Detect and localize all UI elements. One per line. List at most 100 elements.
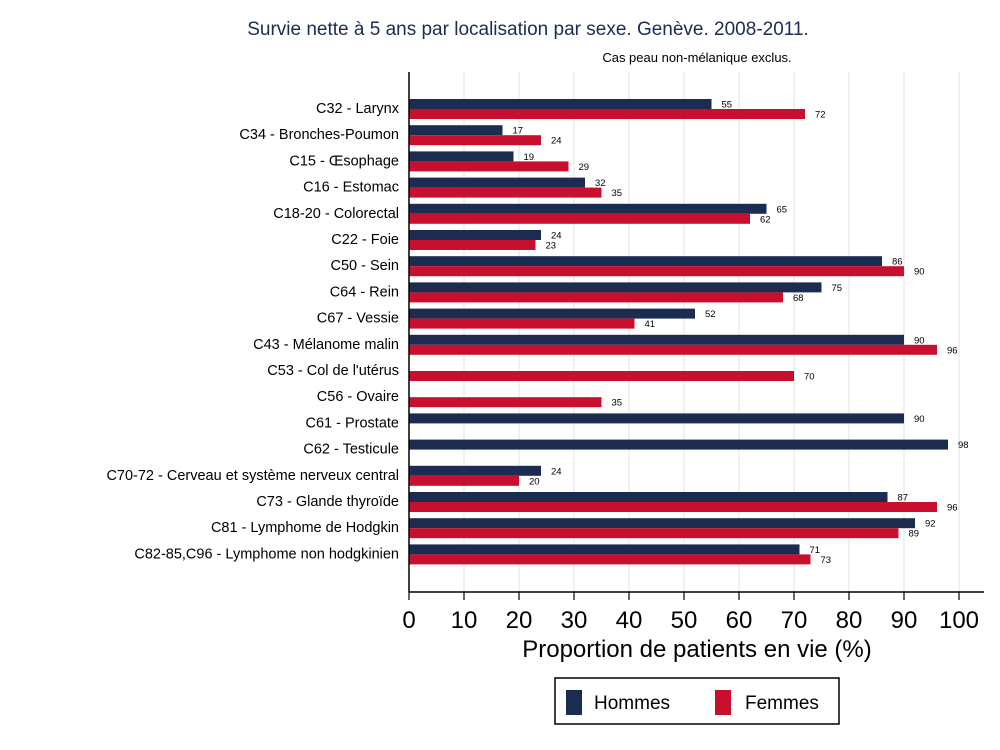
bar-femmes: [409, 475, 519, 486]
category-label: C18-20 - Colorectal: [273, 206, 399, 222]
chart-subtitle: Cas peau non-mélanique exclus.: [602, 50, 791, 65]
bar-femmes: [409, 109, 805, 119]
bar-femmes: [409, 502, 937, 512]
data-label: 96: [947, 345, 958, 356]
bar-femmes: [409, 213, 750, 224]
category-label: C53 - Col de l'utérus: [267, 363, 399, 379]
bar-hommes: [409, 230, 541, 240]
legend-frame: [554, 677, 840, 725]
category-label: C64 - Rein: [330, 284, 399, 300]
bar-hommes: [409, 544, 800, 555]
category-label: C62 - Testicule: [303, 442, 399, 458]
x-tick-label: 10: [451, 607, 478, 634]
data-label: 90: [914, 267, 925, 278]
category-label: C16 - Estomac: [303, 180, 399, 196]
legend-swatch-femmes: [715, 690, 731, 715]
bar-hommes: [409, 256, 882, 267]
bar-femmes: [409, 528, 899, 539]
data-label: 86: [892, 257, 903, 268]
data-label: 24: [551, 136, 562, 147]
category-label: C32 - Larynx: [316, 101, 400, 117]
category-label: C70-72 - Cerveau et système nerveux cent…: [106, 468, 399, 484]
data-label: 90: [914, 414, 925, 425]
data-label: 41: [645, 319, 656, 330]
bar-hommes: [409, 151, 514, 162]
bar-hommes: [409, 125, 503, 136]
bar-hommes: [409, 518, 915, 529]
bar-femmes: [409, 187, 602, 198]
data-label: 73: [821, 555, 832, 566]
data-label: 29: [579, 162, 590, 173]
legend-label-femmes: Femmes: [745, 693, 819, 714]
category-label: C43 - Mélanome malin: [253, 337, 399, 353]
bar-hommes: [409, 308, 695, 319]
bar-hommes: [409, 439, 948, 450]
bar-femmes: [409, 240, 536, 250]
data-label: 92: [925, 519, 936, 530]
data-label: 87: [898, 493, 909, 504]
data-label: 17: [513, 126, 524, 137]
axes: 0 10 20 30 40 50 60 70 80 90 100: [402, 72, 984, 634]
category-labels: C32 - Larynx C34 - Bronches-Poumon C15 - Œ…: [106, 101, 399, 562]
bar-hommes: [409, 465, 541, 476]
bar-hommes: [409, 492, 888, 502]
bar-hommes: [409, 334, 904, 345]
bar-femmes: [409, 318, 635, 329]
category-label: C22 - Foie: [331, 232, 399, 248]
x-axis-label: Proportion de patients en vie (%): [522, 636, 872, 663]
x-tick-label: 100: [939, 607, 979, 634]
bar-femmes: [409, 371, 794, 381]
x-tick-label: 0: [402, 607, 415, 634]
category-label: C50 - Sein: [330, 258, 399, 274]
category-label: C56 - Ovaire: [317, 389, 399, 405]
category-label: C67 - Vessie: [317, 311, 399, 327]
data-label: 23: [546, 241, 557, 252]
data-label: 89: [909, 529, 920, 540]
bar-hommes: [409, 99, 712, 109]
bar-hommes: [409, 177, 585, 188]
x-tick-label: 80: [836, 607, 863, 634]
bar-femmes: [409, 344, 937, 355]
x-tick-label: 30: [561, 607, 588, 634]
data-label: 32: [595, 178, 606, 189]
data-label: 75: [832, 283, 843, 294]
legend-swatch-hommes: [566, 690, 582, 715]
data-label: 52: [705, 309, 716, 320]
data-label: 90: [914, 335, 925, 346]
bar-femmes: [409, 397, 602, 408]
bar-hommes: [409, 282, 822, 293]
category-label: C81 - Lymphome de Hodgkin: [211, 520, 399, 536]
data-label: 71: [810, 545, 821, 556]
bar-femmes: [409, 554, 811, 565]
x-tick-label: 90: [891, 607, 918, 634]
x-tick-label: 50: [671, 607, 698, 634]
data-label: 24: [551, 231, 562, 242]
data-label: 62: [760, 214, 771, 225]
x-tick-label: 20: [506, 607, 533, 634]
bar-femmes: [409, 266, 904, 277]
data-label: 55: [722, 100, 733, 111]
data-label: 35: [612, 398, 623, 409]
data-label: 96: [947, 503, 958, 514]
category-label: C15 - Œsophage: [289, 153, 399, 169]
data-label: 98: [958, 440, 969, 451]
data-label: 68: [793, 293, 804, 304]
x-tick-label: 70: [781, 607, 808, 634]
data-label: 72: [815, 110, 826, 121]
bar-femmes: [409, 135, 541, 146]
bars: 5572172419293235656224238690756852419096…: [409, 99, 969, 566]
data-label: 24: [551, 466, 562, 477]
legend: Hommes Femmes: [554, 677, 840, 725]
bar-hommes: [409, 203, 767, 214]
chart-title: Survie nette à 5 ans par localisation pa…: [247, 19, 809, 40]
bar-femmes: [409, 161, 569, 172]
data-label: 20: [529, 476, 540, 487]
x-tick-label: 40: [616, 607, 643, 634]
data-label: 19: [524, 152, 535, 163]
data-label: 70: [804, 372, 815, 383]
x-tick-label: 60: [726, 607, 753, 634]
category-label: C61 - Prostate: [306, 415, 400, 431]
legend-label-hommes: Hommes: [594, 693, 670, 714]
gridlines: [463, 72, 960, 592]
